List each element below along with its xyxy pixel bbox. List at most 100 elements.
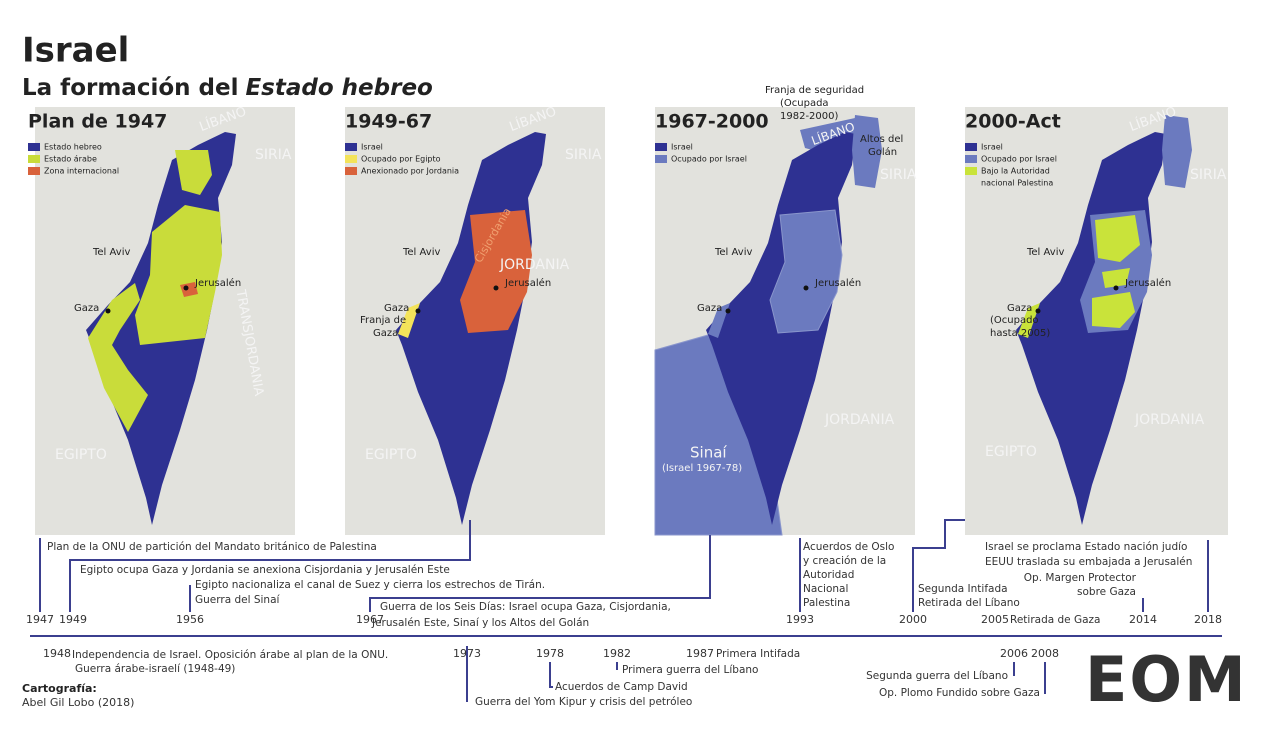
city-dot [725,308,731,314]
event-text: Acuerdos de Oslo [803,541,894,553]
place-label: SIRIA [255,147,292,163]
legend-swatch [345,167,357,175]
event-text: Palestina [803,597,850,609]
legend-label: Estado árabe [44,155,97,164]
place-label: Jerusalén [1124,277,1171,289]
place-label: Gaza [697,303,722,314]
event-text: Guerra del Sinaí [195,594,281,606]
city-dot [415,308,421,314]
arab-state [175,150,212,195]
connector [549,662,553,688]
legend-label: Israel [361,143,383,152]
credits-label: Cartografía: [22,682,97,695]
place-label: Tel Aviv [402,247,440,258]
map-title: Plan de 1947 [28,111,167,133]
place-label: Altos del [860,134,903,145]
year-label: 2008 [1031,647,1059,660]
place-label: (Ocupado [990,315,1039,326]
event-text: Primera guerra del Líbano [622,664,759,676]
year-label: 1978 [536,647,564,660]
pa-area [1095,215,1140,262]
event-text: Retirada del Líbano [918,597,1020,609]
event-text: Guerra del Yom Kipur y crisis del petról… [475,696,692,708]
pa-area [1092,292,1135,328]
place-label: Franja de [360,315,406,326]
year-label: 1982 [603,647,631,660]
legend-label: Ocupado por Israel [981,155,1057,164]
year-label: 2005 [981,613,1009,626]
map-shapes [86,132,236,525]
place-label: JORDANIA [499,257,570,273]
legend-label: Ocupado por Egipto [361,155,441,164]
event-text: Israel se proclama Estado nación judío [985,541,1187,553]
credits-author: Abel Gil Lobo (2018) [22,696,134,709]
event-text: Plan de la ONU de partición del Mandato … [47,541,377,553]
event-text: Independencia de Israel. Oposición árabe… [72,649,388,661]
title: Israel [22,31,129,71]
event-text: Segunda Intifada [918,583,1008,595]
legend-swatch [345,155,357,163]
event-text: Retirada de Gaza [1010,614,1101,626]
event-text: Op. Plomo Fundido sobre Gaza [879,687,1040,699]
arab-state [88,283,148,432]
connector [369,535,711,612]
place-label: Franja de seguridad [765,85,864,96]
year-label: 2000 [899,613,927,626]
subtitle: La formación del Estado hebreo [22,75,433,101]
year-label: 2018 [1194,613,1222,626]
legend-swatch [28,167,40,175]
legend-swatch [965,167,977,175]
timeline: 1947 1948 1949 1956 1967 1973 1978 1982 1987 1993… [26,519,1222,708]
year-label: 1987 [686,647,714,660]
event-text: Primera Intifada [716,648,800,660]
map-shapes [396,132,546,525]
place-label: Gaza [384,303,409,314]
place-label: Tel Aviv [714,247,752,258]
logo: EOM [1085,643,1248,716]
map-title: 1949-67 [345,111,432,133]
city-dot [493,285,499,291]
event-text: Acuerdos de Camp David [555,681,688,693]
place-label: Tel Aviv [1026,247,1064,258]
event-text: EEUU traslada su embajada a Jerusalén [985,556,1192,568]
subtitle-emphasis: Estado hebreo [245,75,432,101]
legend-label: Ocupado por Israel [671,155,747,164]
place-label: Gaza [74,303,99,314]
international-zone [180,282,198,297]
year-label: 1947 [26,613,54,626]
connector [912,519,965,612]
legend-swatch [965,143,977,151]
legend-swatch [655,143,667,151]
place-label: EGIPTO [365,447,417,463]
event-text: Egipto ocupa Gaza y Jordania se anexiona… [80,564,450,576]
map-panel: 1967-2000 Israel Ocupado por Israel Franja … [654,85,917,536]
event-text: Nacional [803,583,848,595]
year-label: 2006 [1000,647,1028,660]
legend-label: Israel [981,143,1003,152]
legend-swatch [345,143,357,151]
legend-label: Bajo la Autoridad [981,167,1050,176]
city-dot [105,308,111,314]
place-label: (Ocupada [780,98,829,109]
city-dot [183,285,189,291]
event-text: Guerra de los Seis Días: Israel ocupa Ga… [380,601,671,613]
event-text: sobre Gaza [1077,586,1136,598]
map-shapes [1016,115,1192,525]
place-label: hasta 2005) [990,328,1050,339]
legend-label: Estado hebreo [44,143,102,152]
place-label: Sinaí [690,444,727,462]
year-label: 1993 [786,613,814,626]
event-text: Guerra árabe-israelí (1948-49) [75,663,235,675]
place-label: Golán [868,146,897,158]
legend-label: Zona internacional [44,167,119,176]
place-label: 1982-2000) [780,111,839,122]
place-label: JORDANIA [1134,412,1205,428]
legend-swatch [28,155,40,163]
arab-state [135,205,222,345]
place-label: JORDANIA [824,412,895,428]
place-label: Jerusalén [814,277,861,289]
event-text: Egipto nacionaliza el canal de Suez y ci… [195,579,545,591]
connector [69,520,471,612]
year-label: 2014 [1129,613,1157,626]
